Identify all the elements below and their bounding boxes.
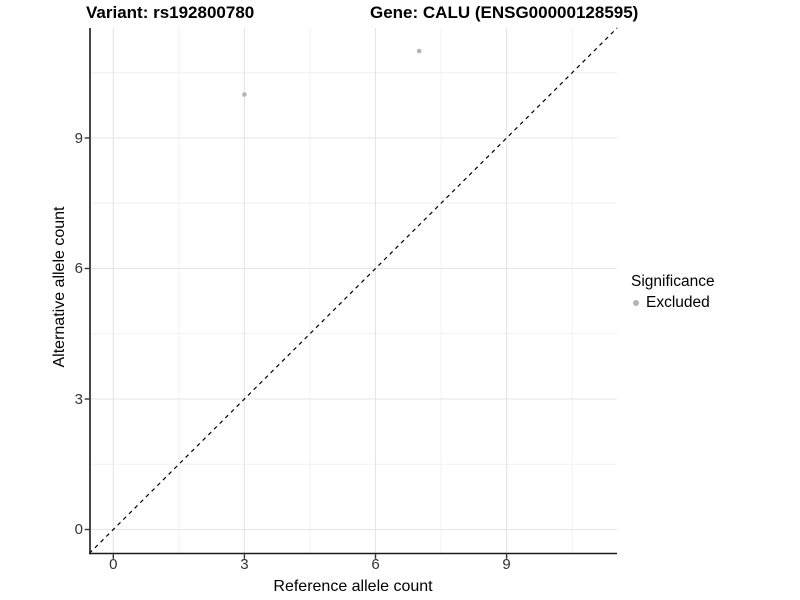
legend-key-dot-icon — [633, 300, 639, 306]
x-tick-label: 0 — [109, 556, 118, 573]
axis-lines — [89, 28, 617, 555]
x-tick-label: 9 — [502, 556, 511, 573]
minor-gridlines — [90, 28, 617, 554]
major-gridlines — [90, 28, 617, 554]
y-tick-label: 3 — [74, 390, 83, 408]
data-point — [416, 48, 422, 54]
variant-title: Variant: rs192800780 — [86, 3, 255, 22]
gene-title: Gene: CALU (ENSG00000128595) — [370, 3, 639, 22]
x-tick-label: 3 — [240, 556, 249, 573]
legend-item-excluded: Excluded — [631, 294, 715, 312]
y-tick-label: 6 — [74, 260, 83, 277]
data-points — [242, 48, 422, 97]
identity-diagonal-line — [88, 27, 618, 554]
legend-title: Significance — [631, 273, 715, 290]
axis-tick-marks — [84, 137, 508, 559]
legend: Significance Excluded — [631, 273, 715, 312]
x-axis-title: Reference allele count — [273, 578, 433, 595]
y-tick-label: 9 — [74, 129, 83, 147]
data-point — [242, 92, 247, 97]
identity-line — [88, 27, 618, 554]
y-axis-title: Alternative allele count — [51, 206, 68, 368]
y-tick-label: 0 — [74, 521, 83, 538]
legend-item-label: Excluded — [646, 294, 710, 311]
x-tick-label: 6 — [371, 556, 380, 573]
